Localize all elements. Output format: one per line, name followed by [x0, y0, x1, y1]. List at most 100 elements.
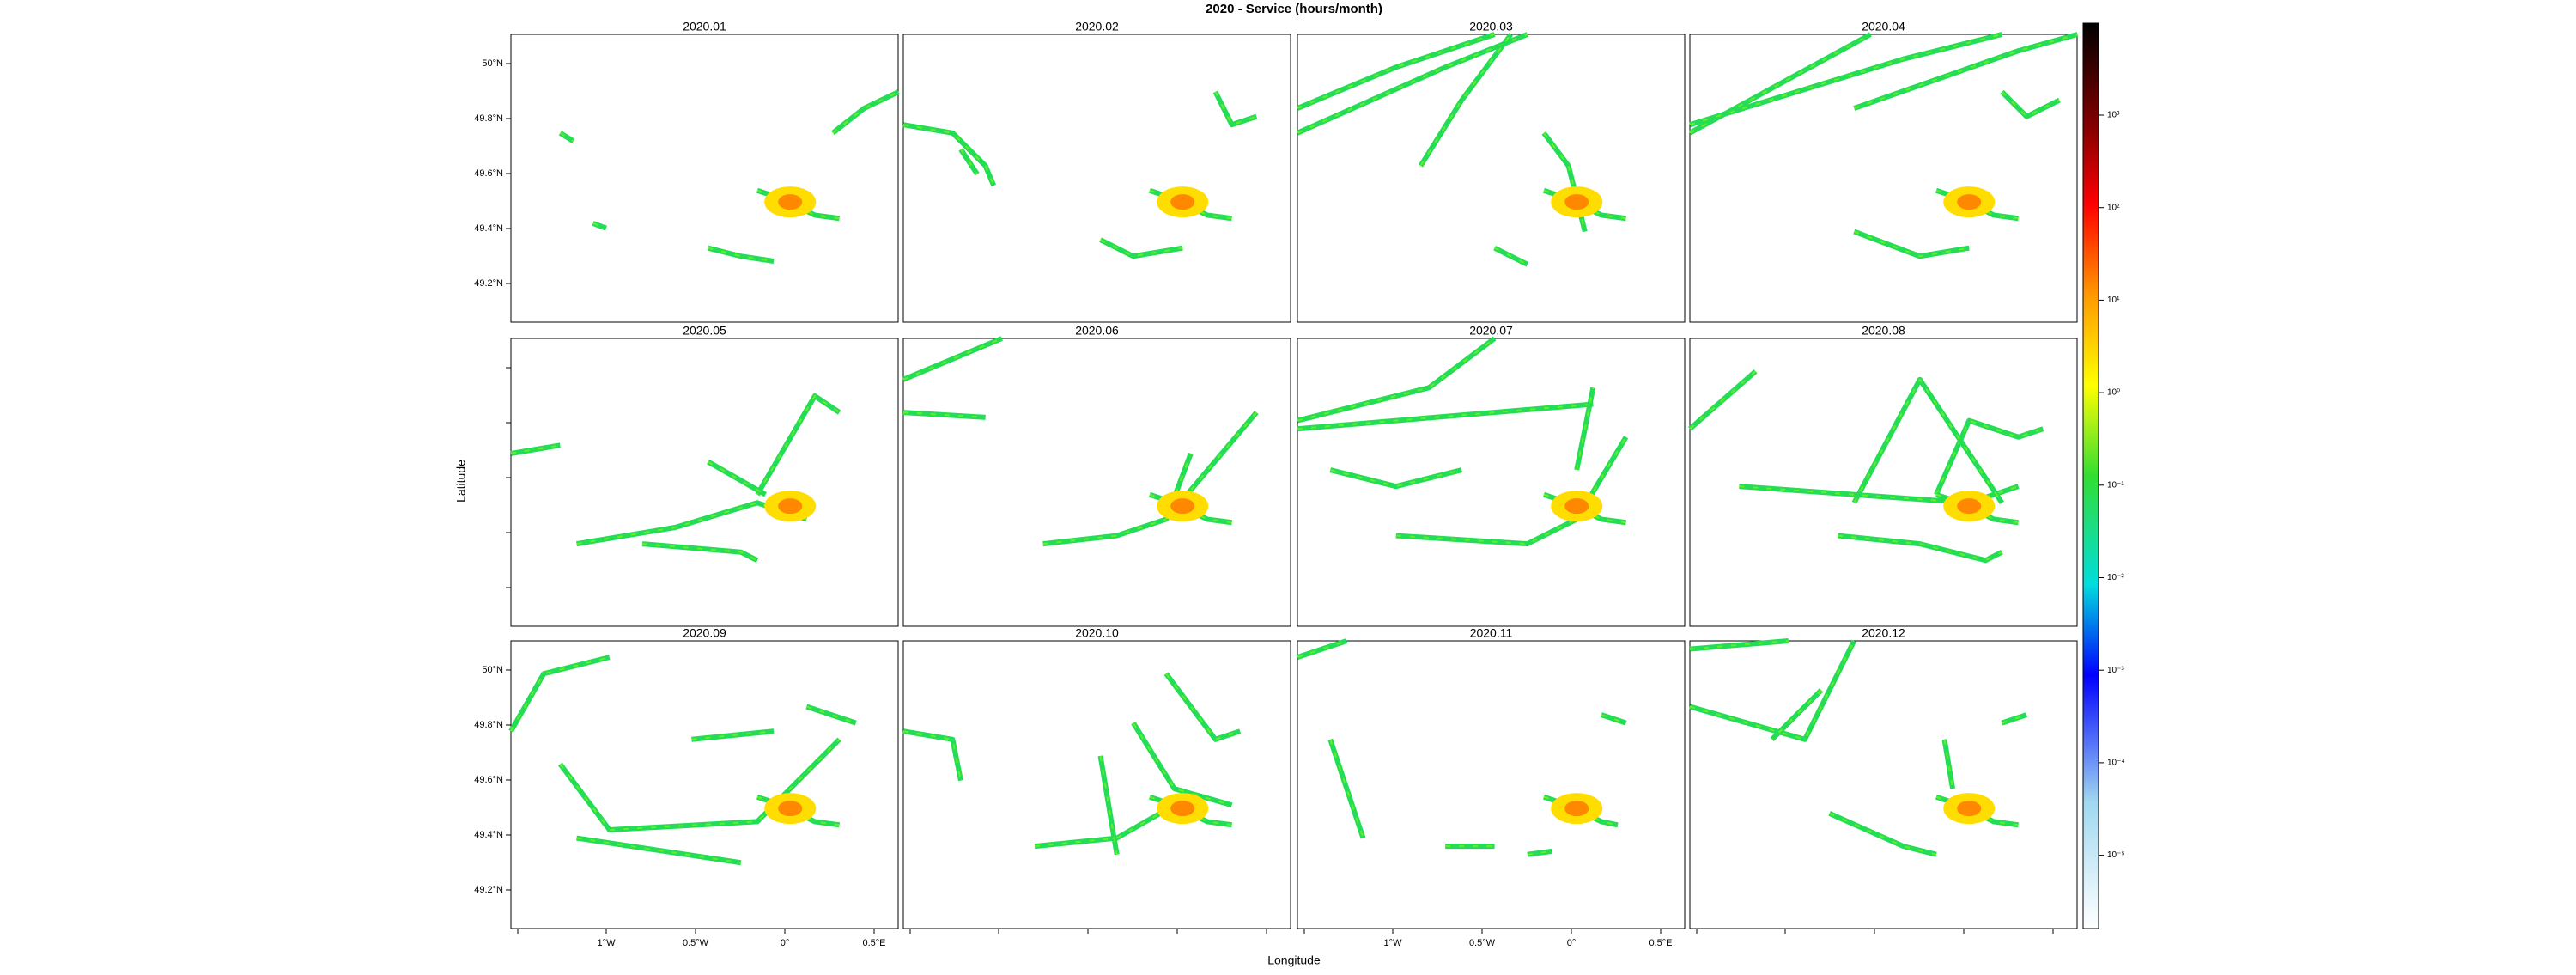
panel-frame [510, 640, 899, 929]
y-tick-label: 49.8°N [474, 720, 503, 730]
vessel-track-core [2001, 91, 2060, 118]
harbor-density-core [778, 498, 803, 515]
vessel-track-core [1330, 469, 1462, 488]
colorbar-tick-label: 10⁻¹ [2107, 480, 2124, 490]
colorbar [2082, 22, 2099, 929]
vessel-track [1297, 401, 1594, 432]
y-axis-label: Latitude [454, 460, 468, 503]
colorbar-tick-label: 10⁰ [2107, 388, 2120, 398]
vessel-track [1131, 722, 1233, 808]
map-panel: 2020.09 50°N 49.8°N 49.6°N 49.4°N 49.2°N 1°W 0.… [474, 626, 899, 948]
panel-frame [510, 34, 899, 323]
harbor-density-core [1564, 194, 1589, 210]
vessel-track-core [1771, 689, 1822, 740]
vessel-track-core [510, 444, 561, 454]
x-tick-label: 1°W [1384, 938, 1403, 948]
harbor-density-core [1957, 194, 1982, 210]
map-panel: 2020.07 [1297, 324, 1686, 627]
panel-frame [902, 34, 1291, 323]
vessel-track [831, 89, 900, 136]
vessel-track-core [1034, 804, 1176, 848]
y-tick-label: 49.8°N [474, 113, 503, 124]
vessel-track-core [902, 730, 962, 781]
panel-title: 2020.03 [1469, 20, 1513, 34]
y-tick-label: 50°N [482, 58, 503, 69]
vessel-track-core [902, 338, 1003, 381]
vessel-track-core [510, 656, 611, 732]
panel-frame [1689, 34, 2078, 323]
vessel-track-core [708, 460, 767, 496]
vessel-track [1296, 32, 1496, 111]
map-panel: 2020.12 [1689, 626, 2078, 934]
x-tick-label: 1°W [598, 938, 617, 948]
x-tick-label: 0.5°W [683, 938, 709, 948]
panel-frame [902, 640, 1291, 929]
vessel-track [1828, 811, 1937, 857]
map-panel: 2020.08 [1688, 324, 2078, 627]
vessel-track-core [1853, 34, 2078, 110]
panel-frame [1297, 640, 1686, 929]
vessel-track-core [592, 222, 607, 229]
vessel-track-core [559, 131, 574, 143]
vessel-track-core [1042, 411, 1258, 545]
x-tick-label: 0° [781, 938, 790, 948]
figure-title: 2020 - Service (hours/month) [1206, 2, 1382, 16]
panel-title: 2020.11 [1470, 626, 1513, 640]
vessel-track-core [806, 705, 857, 724]
vessel-track-core [1739, 485, 2019, 504]
y-tick-label: 50°N [482, 665, 503, 675]
colorbar-tick-label: 10⁻⁴ [2107, 759, 2125, 768]
vessel-track-core [960, 149, 978, 175]
map-panel: 2020.02 [902, 20, 1291, 323]
panel-title: 2020.05 [683, 324, 726, 338]
panel-frame [1689, 640, 2078, 929]
y-tick-label: 49.4°N [474, 830, 503, 840]
map-panel: 2020.10 [902, 626, 1291, 934]
map-panel: 2020.05 [506, 324, 899, 627]
vessel-track-core [1297, 338, 1496, 422]
vessel-track-core [708, 247, 775, 262]
x-tick-label: 0.5°W [1469, 938, 1496, 948]
panel-title: 2020.06 [1075, 324, 1119, 338]
vessel-track [1212, 90, 1258, 128]
vessel-track-core [1943, 739, 1954, 789]
panel-frame [1689, 338, 2078, 627]
vessel-track-core [1853, 377, 2003, 503]
x-tick-label: 0.5°E [862, 938, 885, 948]
map-panel: 2020.03 [1296, 20, 1686, 323]
vessel-track-core [1838, 534, 2002, 562]
harbor-density-core [1957, 801, 1982, 817]
vessel-track [902, 410, 986, 420]
map-panel: 2020.01 50°N 49.8°N 49.6°N 49.4°N 49.2°N [474, 20, 900, 323]
colorbar-tick-label: 10² [2107, 203, 2120, 212]
panel-title: 2020.08 [1862, 324, 1905, 338]
map-panel: 2020.06 [902, 324, 1291, 627]
x-tick-label: 0° [1567, 938, 1577, 948]
panel-title: 2020.01 [683, 20, 726, 34]
vessel-track-core [691, 730, 775, 740]
vessel-track-core [1689, 370, 1757, 430]
vessel-track-core [641, 543, 758, 562]
panel-frame [1297, 34, 1686, 323]
colorbar-tick-label: 10³ [2107, 111, 2120, 120]
map-panel: 2020.11 1°W 0.5°W 0° 0.5°E [1297, 626, 1686, 948]
colorbar-tick-label: 10⁻² [2107, 573, 2124, 582]
panel-title: 2020.02 [1075, 20, 1119, 34]
panel-frame [1297, 338, 1686, 627]
harbor-density-core [1564, 498, 1589, 515]
harbor-density-core [1170, 194, 1195, 210]
harbor-density-core [778, 194, 803, 210]
vessel-track-core [559, 739, 841, 832]
panel-title: 2020.12 [1862, 626, 1905, 640]
colorbar-tick-label: 10¹ [2107, 296, 2120, 305]
vessel-track-core [1689, 34, 2002, 126]
vessel-track-core [1601, 714, 1626, 724]
vessel-track-core [1165, 673, 1241, 740]
vessel-track-core [1576, 387, 1595, 471]
map-panel: 2020.04 [1688, 20, 2079, 323]
vessel-track-core [902, 124, 995, 186]
vessel-track-core [2002, 714, 2027, 724]
panel-title: 2020.10 [1075, 626, 1119, 640]
panel-frame [902, 338, 1291, 627]
vessel-track-core [1099, 755, 1118, 855]
